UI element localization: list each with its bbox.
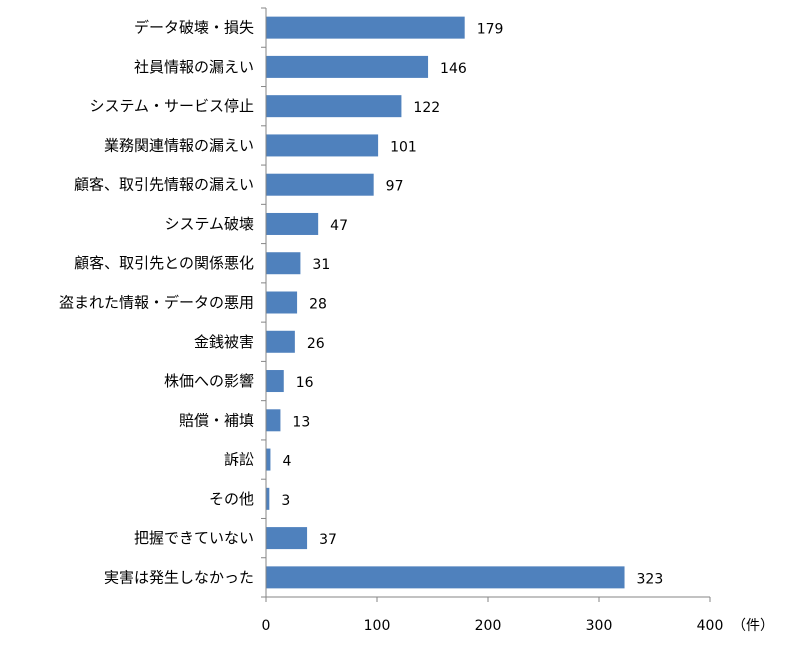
value-label-13: 3 [281, 493, 290, 509]
value-label-6: 47 [330, 218, 348, 234]
value-label-9: 26 [307, 336, 325, 352]
x-tick-label-300: 300 [586, 618, 613, 634]
category-label-13: その他 [209, 490, 254, 508]
bar-8 [266, 291, 298, 314]
bar-3 [266, 95, 402, 118]
value-label-15: 323 [637, 571, 664, 587]
category-label-5: 顧客、取引先情報の漏えい [74, 176, 254, 194]
x-axis-unit-label: （件） [732, 618, 774, 634]
bar-12 [266, 448, 271, 471]
value-label-1: 179 [477, 22, 504, 38]
value-label-12: 4 [282, 454, 291, 470]
bar-11 [266, 409, 281, 432]
value-label-11: 13 [292, 414, 310, 430]
value-label-2: 146 [440, 61, 467, 77]
category-label-7: 顧客、取引先との関係悪化 [74, 254, 254, 272]
category-label-4: 業務関連情報の漏えい [104, 136, 254, 154]
category-label-1: データ破壊・損失 [134, 19, 254, 37]
category-label-3: システム・サービス停止 [89, 97, 254, 115]
value-label-4: 101 [390, 139, 417, 155]
category-labels-group: データ破壊・損失社員情報の漏えいシステム・サービス停止業務関連情報の漏えい顧客、… [59, 19, 254, 587]
category-label-2: 社員情報の漏えい [134, 58, 254, 76]
bar-2 [266, 55, 429, 78]
category-label-10: 株価への影響 [164, 372, 254, 390]
category-label-6: システム破壊 [164, 215, 254, 233]
bar-14 [266, 527, 308, 550]
value-label-14: 37 [319, 532, 337, 548]
x-tick-label-200: 200 [475, 618, 502, 634]
bar-13 [266, 487, 270, 510]
value-label-10: 16 [296, 375, 314, 391]
value-labels-group: 179 146 122 101 97 47 31 28 26 16 13 4 3 37 323 [281, 22, 663, 588]
bars-group [266, 16, 625, 589]
bar-9 [266, 330, 295, 353]
axes-group: 0 100 200 300 400 [261, 7, 724, 634]
bar-6 [266, 212, 319, 235]
bar-5 [266, 173, 374, 196]
value-label-5: 97 [386, 179, 404, 195]
bar-15 [266, 566, 625, 589]
category-label-9: 金銭被害 [194, 333, 254, 351]
category-label-15: 実害は発生しなかった [104, 568, 254, 586]
value-label-7: 31 [312, 257, 330, 273]
category-label-11: 賠償・補填 [179, 411, 254, 429]
bar-1 [266, 16, 465, 39]
x-tick-label-0: 0 [262, 618, 271, 634]
bar-10 [266, 370, 284, 393]
value-label-8: 28 [309, 297, 327, 313]
bar-7 [266, 252, 301, 275]
x-tick-label-100: 100 [364, 618, 391, 634]
bar-4 [266, 134, 379, 157]
category-label-12: 訴訟 [224, 451, 254, 469]
category-label-8: 盗まれた情報・データの悪用 [59, 294, 254, 312]
value-label-3: 122 [413, 100, 440, 116]
category-label-14: 把握できていない [134, 529, 254, 547]
x-tick-label-400: 400 [697, 618, 724, 634]
